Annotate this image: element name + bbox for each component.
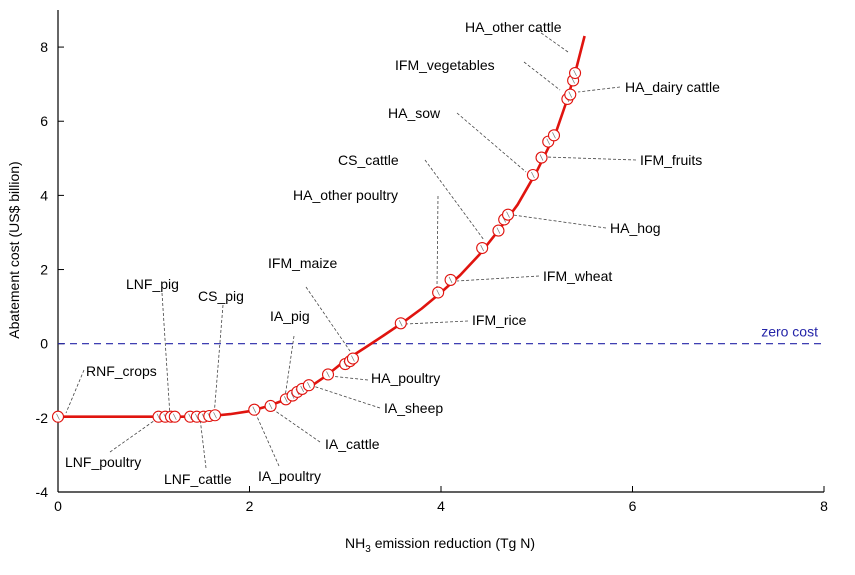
data-point-mark xyxy=(480,244,484,252)
data-point-mark xyxy=(252,406,257,413)
x-axis-title-prefix: NH xyxy=(345,535,365,551)
leader-line xyxy=(523,61,561,91)
point-label: RNF_crops xyxy=(86,363,157,379)
y-tick-label: 4 xyxy=(40,187,48,203)
data-point-mark xyxy=(546,138,551,145)
x-tick-label: 4 xyxy=(437,498,445,514)
data-point-mark xyxy=(213,412,217,419)
leader-line xyxy=(329,375,369,381)
y-axis-title: Abatement cost (US$ billion) xyxy=(6,161,22,338)
point-label: IA_sheep xyxy=(384,400,443,416)
point-label: LNF_cattle xyxy=(164,471,232,487)
data-point-mark xyxy=(573,69,577,77)
data-point-mark xyxy=(496,227,501,234)
axes: 0 2 4 6 8 -4 -2 0 2 4 6 8 xyxy=(36,10,828,514)
point-label: HA_other poultry xyxy=(293,187,398,203)
y-tick-label: 0 xyxy=(40,336,48,352)
data-points xyxy=(51,66,582,423)
data-point-mark xyxy=(436,289,440,296)
y-tick-label: -2 xyxy=(36,410,49,426)
data-point-mark xyxy=(552,132,556,139)
point-label: HA_sow xyxy=(388,105,441,121)
data-point-mark xyxy=(531,171,535,179)
point-label: IFM_rice xyxy=(472,312,527,328)
cost-curve-group xyxy=(58,35,586,418)
leader-line xyxy=(305,286,351,352)
data-point-mark xyxy=(56,413,60,420)
data-point-mark xyxy=(448,276,453,284)
cost-curve xyxy=(58,35,586,418)
data-point-mark xyxy=(173,413,177,420)
zero-cost-label: zero cost xyxy=(761,324,818,340)
leader-line xyxy=(456,275,540,282)
x-tick-label: 6 xyxy=(629,498,637,514)
leader-line xyxy=(161,292,171,417)
leader-line xyxy=(424,159,485,241)
point-label: HA_hog xyxy=(610,220,661,236)
x-axis-title-subscript: 3 xyxy=(365,544,371,555)
point-label: IA_pig xyxy=(270,308,310,324)
x-axis-title: NH3 emission reduction (Tg N) xyxy=(345,535,535,555)
point-label: IFM_wheat xyxy=(543,268,612,284)
data-point-mark xyxy=(268,402,273,410)
y-tick-label: 8 xyxy=(40,39,48,55)
point-labels: HA_other cattle IFM_vegetables HA_dairy ca… xyxy=(65,19,720,487)
leader-line xyxy=(405,320,469,325)
y-tick-label: -4 xyxy=(36,484,49,500)
zero-cost-line-group: zero cost xyxy=(58,324,824,345)
data-point-mark xyxy=(539,154,544,161)
x-tick-label: 2 xyxy=(246,498,254,514)
leader-line xyxy=(456,112,527,173)
point-label: LNF_pig xyxy=(126,276,179,292)
point-label: IFM_vegetables xyxy=(395,57,495,73)
leader-line xyxy=(512,214,607,229)
point-label: IA_poultry xyxy=(258,468,321,484)
leader-line xyxy=(213,304,224,417)
leader-line xyxy=(65,369,85,414)
data-point-mark xyxy=(300,385,304,393)
leader-line xyxy=(536,29,569,53)
leader-line xyxy=(199,417,207,469)
point-label: HA_dairy cattle xyxy=(625,79,720,95)
x-axis-title-suffix: emission reduction (Tg N) xyxy=(371,535,535,551)
data-point-mark xyxy=(326,371,330,378)
leader-line xyxy=(284,335,295,398)
y-tick-label: 2 xyxy=(40,262,48,278)
point-label: CS_cattle xyxy=(338,152,399,168)
x-tick-label: 0 xyxy=(54,498,62,514)
data-point-mark xyxy=(284,396,288,403)
leader-line xyxy=(270,407,321,443)
data-point-mark xyxy=(571,77,575,84)
point-label: IA_cattle xyxy=(325,436,380,452)
point-label: LNF_poultry xyxy=(65,454,141,470)
data-point-mark xyxy=(307,382,311,389)
point-label: CS_pig xyxy=(198,288,244,304)
leader-line xyxy=(254,411,280,467)
point-label: HA_poultry xyxy=(371,370,440,386)
data-point-mark xyxy=(351,355,355,362)
point-label: IFM_fruits xyxy=(640,152,702,168)
data-point-mark xyxy=(506,211,510,218)
point-label: HA_other cattle xyxy=(465,19,562,35)
leader-line xyxy=(312,385,381,409)
leader-line xyxy=(577,86,621,93)
data-point-mark xyxy=(398,320,403,327)
point-label: IFM_maize xyxy=(268,255,337,271)
y-tick-label: 6 xyxy=(40,113,48,129)
leader-line xyxy=(109,417,159,453)
data-point-mark xyxy=(568,91,573,98)
x-tick-label: 8 xyxy=(820,498,828,514)
leader-line xyxy=(436,195,439,288)
leader-lines xyxy=(65,29,637,469)
leader-line xyxy=(545,156,637,161)
